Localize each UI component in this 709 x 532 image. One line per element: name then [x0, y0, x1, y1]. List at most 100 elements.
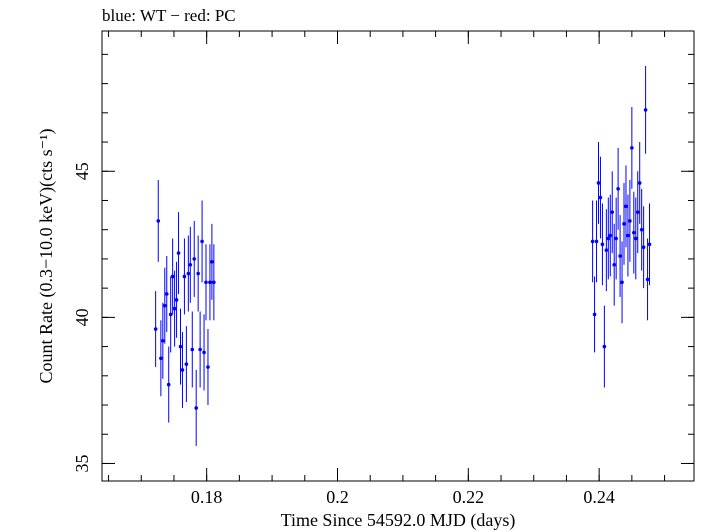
chart-title: blue: WT − red: PC — [102, 6, 236, 25]
data-marker — [188, 262, 193, 267]
data-point — [186, 235, 191, 312]
data-point — [590, 200, 595, 283]
y-tick-label: 40 — [72, 308, 92, 326]
data-marker — [590, 239, 595, 244]
data-marker — [200, 239, 204, 244]
data-point — [594, 200, 599, 283]
data-marker — [608, 233, 613, 238]
data-marker — [184, 362, 189, 366]
data-point — [212, 244, 216, 321]
data-point — [198, 311, 202, 388]
x-tick-label: 0.2 — [326, 487, 349, 507]
data-point — [596, 142, 601, 224]
data-marker — [192, 257, 197, 261]
data-point — [208, 244, 212, 321]
data-marker — [166, 382, 171, 387]
data-marker — [176, 251, 181, 255]
data-point — [176, 212, 181, 294]
data-point — [624, 165, 628, 248]
data-marker — [153, 327, 158, 331]
data-point — [164, 256, 169, 332]
x-tick-label: 0.18 — [191, 487, 223, 507]
data-point — [204, 244, 208, 321]
data-marker — [180, 368, 185, 372]
axis-ticks — [102, 31, 694, 481]
data-point — [182, 238, 187, 315]
data-point — [194, 369, 198, 446]
data-marker — [635, 210, 640, 214]
data-marker — [159, 356, 163, 361]
data-marker — [156, 219, 161, 223]
data-point — [168, 276, 173, 353]
data-point — [178, 308, 183, 385]
data-marker — [620, 280, 624, 285]
data-point — [614, 197, 618, 280]
data-point — [637, 142, 642, 224]
data-point — [210, 223, 214, 300]
data-point — [608, 194, 613, 277]
data-point — [190, 311, 195, 388]
data-marker — [602, 344, 607, 349]
data-point — [643, 66, 648, 154]
data-point — [174, 261, 179, 338]
data-point — [202, 314, 206, 391]
data-marker — [208, 280, 212, 285]
data-point — [161, 302, 165, 379]
data-point — [180, 331, 185, 408]
y-tick-labels: 35 40 45 — [72, 162, 92, 472]
data-points — [153, 66, 652, 446]
data-marker — [641, 245, 646, 250]
data-marker — [170, 274, 175, 279]
data-marker — [616, 186, 620, 191]
data-point — [170, 238, 175, 315]
data-marker — [624, 204, 628, 209]
data-marker — [600, 242, 605, 247]
data-point — [633, 197, 638, 280]
data-marker — [614, 236, 618, 241]
data-marker — [174, 298, 179, 302]
data-point — [192, 220, 197, 297]
data-point — [196, 235, 200, 312]
data-marker — [643, 108, 648, 112]
data-point — [618, 215, 622, 297]
data-point — [639, 188, 644, 271]
data-point — [645, 238, 650, 321]
y-axis-label: Count Rate (0.3−10.0 keV)(cts s⁻¹) — [36, 128, 57, 383]
data-marker — [164, 292, 169, 296]
data-marker — [596, 181, 601, 185]
data-marker — [612, 262, 616, 267]
data-marker — [633, 236, 638, 241]
data-point — [628, 180, 632, 262]
data-point — [172, 270, 177, 347]
data-marker — [606, 236, 611, 241]
data-marker — [598, 195, 603, 200]
data-point — [600, 203, 605, 286]
data-point — [632, 191, 636, 274]
data-marker — [632, 230, 636, 235]
data-point — [641, 206, 646, 289]
data-point — [635, 171, 640, 254]
plot-frame — [101, 30, 695, 482]
data-marker — [212, 280, 216, 285]
data-marker — [182, 274, 187, 279]
data-point — [647, 203, 652, 286]
data-point — [610, 171, 615, 254]
data-marker — [196, 271, 200, 276]
data-point — [630, 106, 634, 189]
data-marker — [637, 181, 642, 185]
data-marker — [204, 280, 208, 285]
data-marker — [618, 254, 622, 258]
data-point — [184, 326, 189, 403]
data-point — [166, 346, 171, 423]
data-marker — [210, 260, 214, 264]
data-point — [622, 182, 626, 265]
data-marker — [639, 227, 644, 232]
y-tick-label: 45 — [72, 162, 92, 180]
data-marker — [198, 347, 202, 352]
data-marker — [162, 303, 167, 308]
data-point — [200, 200, 204, 283]
data-marker — [161, 338, 165, 343]
data-marker — [178, 344, 183, 349]
data-marker — [594, 239, 599, 244]
data-marker — [610, 210, 615, 214]
